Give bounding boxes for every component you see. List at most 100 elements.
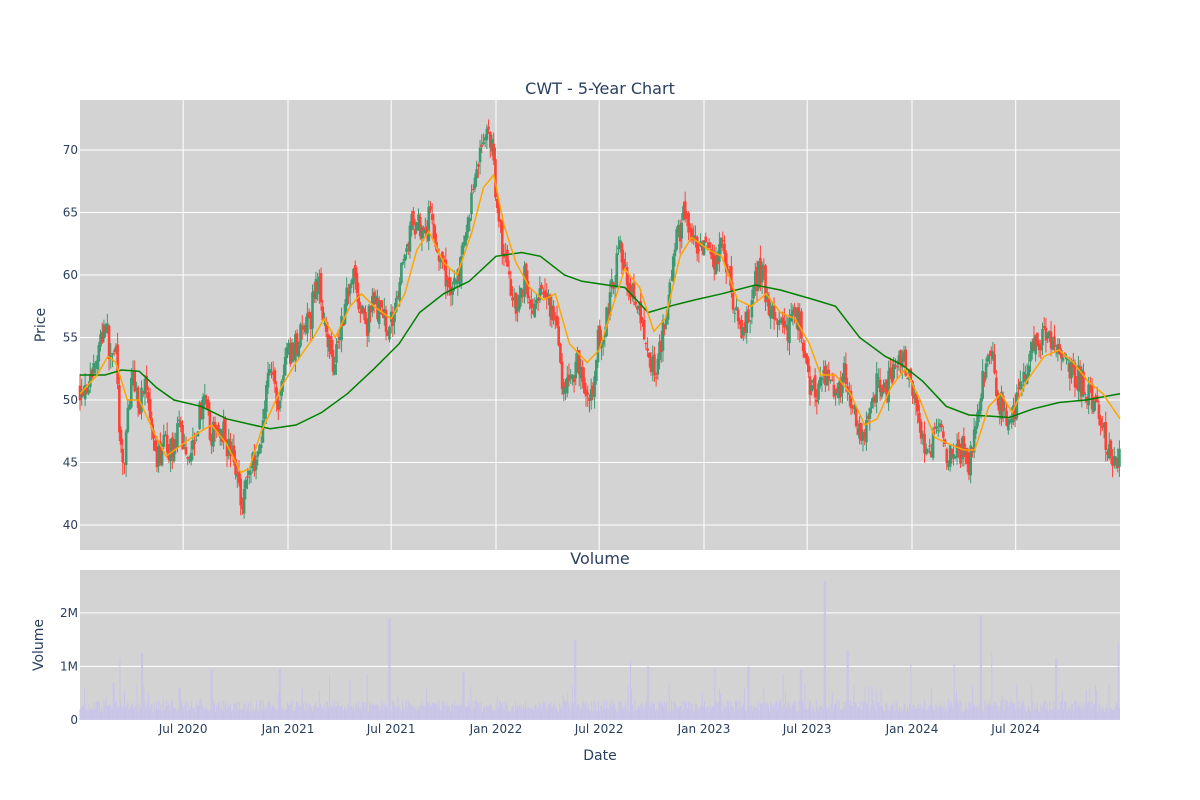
candle-body	[213, 422, 217, 430]
candle-body	[316, 280, 319, 292]
candle-body	[784, 324, 788, 328]
candle-body	[318, 276, 321, 295]
candle-body	[762, 267, 766, 269]
candle-body	[959, 447, 962, 464]
candle-body	[324, 321, 328, 333]
candle-body	[834, 389, 837, 396]
candle-body	[478, 147, 482, 163]
candle-body	[340, 316, 343, 341]
candle-body	[295, 333, 299, 355]
candle-body	[492, 143, 496, 161]
candle-body	[957, 439, 961, 451]
candle-body	[557, 326, 560, 346]
candle-body	[507, 271, 511, 275]
candle-body	[615, 253, 619, 286]
candle-body	[483, 137, 487, 141]
price-y-tick-label: 40	[63, 518, 78, 532]
candle-body	[897, 355, 901, 365]
candle-body	[594, 359, 598, 382]
candle-body	[241, 505, 244, 510]
candle-body	[141, 391, 145, 393]
candle-body	[718, 244, 721, 262]
candle-body	[588, 397, 591, 401]
candle-body	[822, 370, 825, 374]
candle-body	[984, 363, 988, 378]
candle-body	[230, 449, 234, 454]
ma-short-line	[79, 173, 1121, 474]
candle-body	[745, 311, 749, 333]
candle-body	[926, 450, 930, 452]
candle-body	[817, 383, 820, 400]
candle-body	[512, 297, 516, 300]
candle-body	[1106, 451, 1109, 455]
candle-body	[424, 229, 427, 234]
candle-body	[931, 432, 935, 458]
candle-body	[921, 434, 925, 436]
candle-body	[940, 424, 943, 428]
candle-body	[362, 308, 366, 314]
candle-body	[181, 424, 184, 450]
candle-body	[858, 423, 861, 439]
candle-body	[80, 389, 84, 398]
candle-body	[150, 418, 154, 429]
candle-body	[394, 297, 398, 312]
candle-body	[695, 237, 699, 254]
candle-body	[697, 249, 701, 251]
volume-chart-title: Volume	[570, 549, 630, 568]
candle-body	[148, 399, 152, 419]
candle-body	[666, 306, 670, 320]
candle-body	[882, 384, 885, 393]
candle-body	[865, 419, 868, 443]
candle-body	[964, 448, 967, 456]
candle-body	[1114, 457, 1118, 461]
candle-body	[258, 445, 261, 454]
candle-body	[593, 376, 596, 397]
candle-body	[771, 305, 774, 316]
candle-body	[844, 364, 848, 385]
candle-body	[1078, 366, 1082, 392]
candle-body	[330, 336, 333, 355]
candle-body	[218, 428, 222, 438]
candle-body	[442, 259, 446, 264]
candle-body	[583, 377, 586, 394]
candle-body	[601, 339, 605, 345]
candle-body	[518, 295, 521, 310]
candle-body	[641, 318, 644, 320]
candle-body	[890, 371, 894, 383]
candle-body	[610, 279, 613, 288]
candle-body	[678, 225, 682, 242]
candle-body	[437, 255, 441, 262]
candle-body	[198, 402, 201, 429]
candle-body	[229, 441, 232, 457]
candle-body	[711, 250, 714, 260]
candle-body	[639, 300, 643, 324]
candle-body	[164, 434, 167, 436]
candle-body	[359, 311, 362, 314]
candle-body	[1080, 369, 1084, 397]
candle-body	[1070, 360, 1073, 378]
candle-body	[535, 299, 538, 304]
candle-body	[124, 431, 128, 466]
candle-body	[694, 236, 697, 239]
candle-body	[981, 370, 984, 399]
candle-body	[398, 282, 401, 301]
candle-body	[475, 169, 478, 179]
candle-body	[1024, 374, 1027, 380]
candle-body	[87, 389, 90, 394]
candle-body	[617, 247, 620, 250]
candle-body	[830, 379, 834, 381]
ma-long-line	[80, 251, 1121, 430]
candle-body	[519, 287, 523, 298]
candle-body	[656, 358, 660, 375]
candle-body	[143, 378, 147, 395]
candle-body	[353, 265, 357, 278]
candle-body	[829, 379, 832, 382]
price-y-tick-label: 50	[63, 393, 78, 407]
candle-body	[842, 363, 846, 382]
candle-body	[482, 142, 485, 145]
candle-body	[906, 378, 909, 380]
candle-body	[1083, 394, 1087, 396]
candle-body	[721, 240, 725, 242]
candle-body	[157, 446, 160, 467]
candle-body	[723, 243, 726, 255]
